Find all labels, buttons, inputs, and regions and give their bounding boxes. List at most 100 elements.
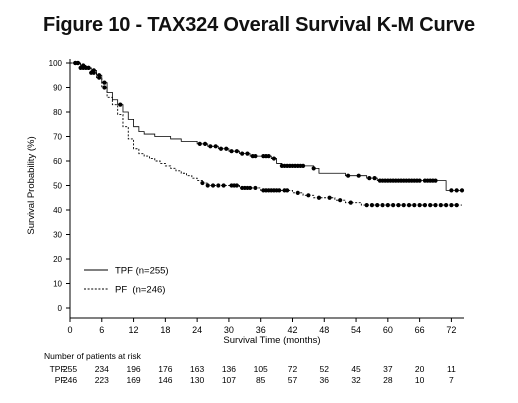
tpf-censor-mark [300,163,306,168]
risk-count: 45 [351,364,361,374]
tpf-censor-mark [118,102,123,107]
y-tick-label: 20 [53,255,62,264]
pf-censor-mark [391,203,396,208]
pf-censor-mark [200,180,205,186]
pf-censor-mark [253,185,258,191]
pf-survival-line [70,62,462,206]
tpf-censor-mark [102,80,107,85]
pf-censor-mark [438,203,443,208]
pf-censor-mark [285,188,290,193]
risk-count: 32 [351,375,361,385]
y-tick-label: 0 [58,304,63,313]
y-tick-label: 80 [53,108,62,117]
pf-censor-mark [454,203,459,208]
pf-censor-mark [385,203,390,208]
figure-title: Figure 10 - TAX324 Overall Survival K-M … [43,14,475,36]
tpf-censor-mark [356,173,361,178]
pf-censor-mark [205,183,210,188]
tpf-censor-mark [417,178,422,183]
pf-censor-mark [306,193,311,198]
tpf-censor-mark [245,151,250,156]
pf-censor-mark [327,195,332,200]
pf-censor-mark [248,185,253,191]
risk-count: 146 [158,375,172,385]
risk-row-label: PF: [55,375,68,385]
y-tick-label: 30 [53,231,62,240]
risk-count: 37 [383,364,393,374]
risk-count: 11 [447,364,456,374]
pf-censor-mark [396,203,401,208]
pf-censor-mark [348,200,353,205]
risk-count: 130 [190,375,204,385]
risk-count: 223 [95,375,109,385]
pf-censor-mark [417,203,422,208]
pf-censor-mark [433,203,438,208]
y-tick-label: 40 [53,206,62,215]
risk-count: 246 [63,375,77,385]
tpf-censor-mark [454,188,459,193]
pf-censor-mark [449,203,454,208]
chart-legend: TPF (n=255) PF (n=246) [84,266,169,296]
pf-censor-mark [316,195,322,200]
risk-count: 136 [222,364,236,374]
x-tick-label: 30 [224,325,234,335]
x-tick-label: 60 [383,325,393,335]
x-tick-label: 12 [129,325,139,335]
tpf-survival-line [70,62,462,191]
risk-count: 105 [254,364,268,374]
tpf-censor-mark [218,146,224,151]
pf-censor-mark [277,188,282,193]
y-tick-label: 10 [53,280,62,289]
risk-row-label: TPF: [50,364,68,374]
y-tick-label: 60 [53,157,62,166]
censor-marks [73,60,465,208]
risk-count: 10 [415,375,425,385]
pf-censor-mark [375,203,380,208]
pf-censor-mark [102,85,107,90]
risk-table-title: Number of patients at risk [44,351,142,361]
risk-count: 255 [63,364,77,374]
pf-censor-mark [401,203,406,208]
risk-count: 196 [126,364,140,374]
tpf-censor-mark [229,149,234,154]
risk-count: 28 [383,375,393,385]
tpf-censor-mark [213,144,218,149]
pf-censor-mark [295,190,300,195]
x-tick-label: 36 [256,325,266,335]
pf-censor-mark [216,183,221,188]
tpf-censor-mark [266,154,271,159]
pf-censor-mark [422,203,428,208]
pf-censor-mark [221,183,226,188]
tpf-censor-mark [224,146,229,151]
tpf-censor-mark [459,188,465,193]
tpf-censor-mark [433,178,438,183]
risk-count: 176 [158,364,172,374]
risk-count: 20 [415,364,425,374]
risk-count: 169 [126,375,140,385]
risk-count: 234 [95,364,109,374]
tpf-censor-mark [234,149,239,154]
y-tick-label: 70 [53,133,62,142]
x-tick-label: 0 [67,325,72,335]
pf-censor-mark [444,203,449,208]
tpf-censor-mark [271,156,277,161]
pf-censor-mark [369,203,375,208]
pf-censor-mark [428,203,433,208]
pf-censor-mark [380,203,385,208]
chart-axes: 0 10 20 30 40 50 60 70 80 90 100 0 6 12 18 24 30 36 42 48 54… [26,59,464,346]
pf-censor-mark [234,183,239,188]
pf-censor-mark [91,70,96,75]
risk-count: 72 [288,364,298,374]
x-tick-label: 66 [415,325,425,335]
tpf-censor-mark [372,176,377,181]
x-tick-label: 42 [287,325,297,335]
risk-count: 107 [222,375,236,385]
pf-censor-mark [75,60,81,66]
tpf-legend-label: TPF (n=255) [115,266,169,277]
pf-censor-mark [338,198,343,203]
tpf-censor-mark [202,141,208,146]
y-tick-label: 100 [49,59,63,68]
tpf-censor-mark [311,166,316,171]
